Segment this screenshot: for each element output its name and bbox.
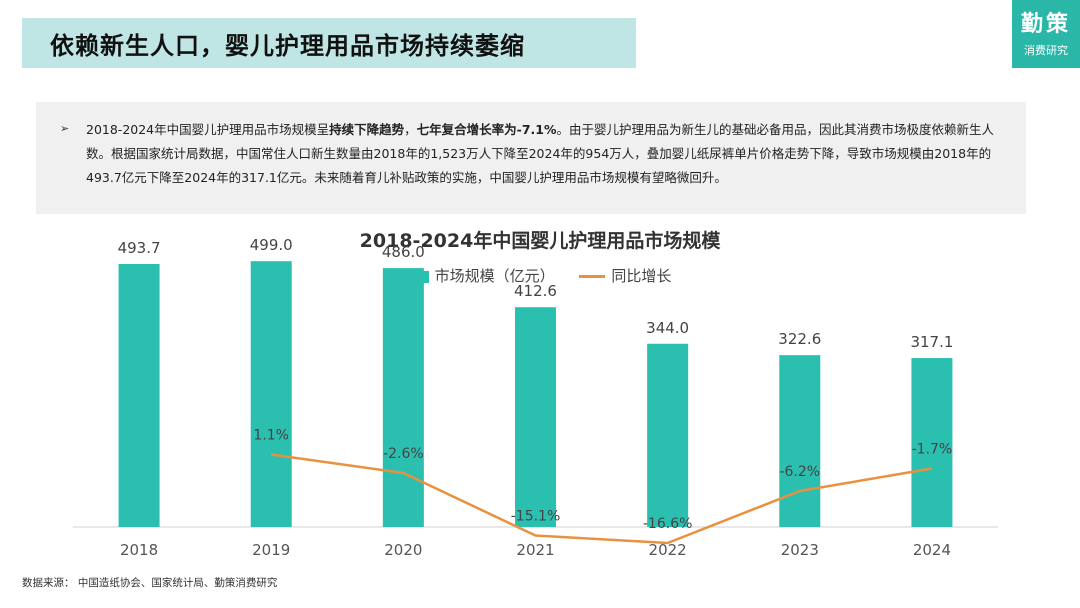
- title-bar: 依赖新生人口，婴儿护理用品市场持续萎缩: [22, 18, 636, 68]
- summary-text: 2018-2024年中国婴儿护理用品市场规模呈持续下降趋势，七年复合增长率为-7…: [86, 118, 1012, 190]
- x-tick-label: 2019: [252, 541, 290, 559]
- legend-label-bar: 市场规模（亿元）: [434, 267, 555, 285]
- bar-value-label: 486.0: [382, 243, 425, 261]
- bullet-arrow-icon: ➢: [60, 122, 70, 135]
- data-source: 数据来源： 中国造纸协会、国家统计局、勤策消费研究: [22, 577, 278, 589]
- line-value-label: -16.6%: [643, 516, 693, 532]
- bar-2024: [911, 358, 953, 527]
- chart-title: 2018-2024年中国婴儿护理用品市场规模: [359, 230, 721, 252]
- line-value-label: -2.6%: [383, 446, 424, 462]
- bar-value-label: 412.6: [514, 282, 557, 300]
- logo-sub-text: 消费研究: [1024, 44, 1068, 57]
- bar-2021: [515, 307, 556, 527]
- brand-logo: 勤策 消费研究: [1012, 0, 1080, 68]
- x-tick-label: 2022: [649, 541, 687, 559]
- bar-value-label: 317.1: [910, 333, 953, 351]
- summary-part-bold: 持续下降趋势: [329, 122, 405, 137]
- summary-part: ，: [404, 122, 417, 137]
- logo-main-text: 勤策: [1020, 11, 1071, 37]
- x-tick-label: 2023: [781, 541, 819, 559]
- bar-2022: [647, 343, 689, 527]
- page-title: 依赖新生人口，婴儿护理用品市场持续萎缩: [50, 32, 525, 60]
- bar-2018: [118, 264, 160, 527]
- summary-box: ➢ 2018-2024年中国婴儿护理用品市场规模呈持续下降趋势，七年复合增长率为…: [36, 102, 1026, 214]
- bar-2023: [779, 355, 821, 527]
- line-value-label: -15.1%: [511, 509, 561, 525]
- line-value-label: -1.7%: [912, 442, 953, 458]
- bar-value-label: 499.0: [250, 236, 293, 254]
- x-tick-label: 2018: [120, 541, 158, 559]
- summary-part: 。由于婴儿护理用品为新生儿的基础必备用品，因此其消费市场极度依赖新生人数。根据国…: [86, 122, 995, 185]
- bar-value-label: 322.6: [778, 330, 821, 348]
- bar-2019: [250, 261, 292, 527]
- summary-part-bold: 七年复合增长率为-7.1%: [416, 122, 557, 137]
- line-value-label: -6.2%: [779, 464, 820, 480]
- growth-line: [271, 453, 933, 545]
- bar-2020: [382, 268, 424, 527]
- x-tick-label: 2024: [913, 541, 951, 559]
- line-value-label: 1.1%: [253, 428, 289, 444]
- summary-part: 2018-2024年中国婴儿护理用品市场规模呈: [86, 122, 330, 137]
- x-tick-label: 2021: [516, 541, 554, 559]
- bar-value-label: 344.0: [646, 319, 689, 337]
- legend-item-line: 同比增长: [579, 265, 671, 286]
- legend-label-line: 同比增长: [611, 267, 672, 285]
- bar-value-label: 493.7: [118, 239, 161, 257]
- legend-swatch-line: [579, 275, 606, 278]
- x-tick-label: 2020: [384, 541, 422, 559]
